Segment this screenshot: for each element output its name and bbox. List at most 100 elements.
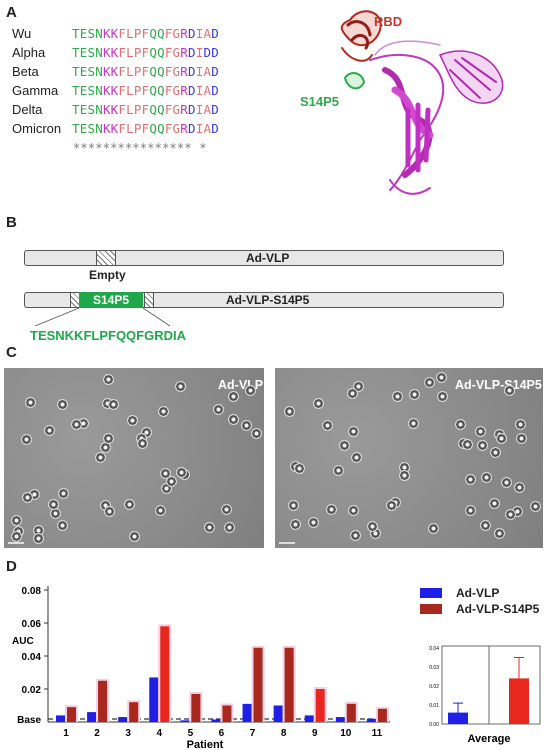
vlp-particle [129,531,140,542]
vlp-particle [103,374,114,385]
vlp-particle [141,427,152,438]
alignment-row: Delta TESNKKFLPFQQFGRDIAD [12,102,219,120]
vlp-particle [322,420,333,431]
bar-ad-vlp-patient-2 [87,712,97,722]
vlp-particle [367,521,378,532]
variant-name: Gamma [12,83,59,98]
average-auc-chart: 0.04 0.03 0.02 0.01 0.00 Average [429,645,541,745]
vlp-particle [353,381,364,392]
variant-name: Omicron [12,121,62,136]
s14p5-insert-block: S14P5 [79,292,143,308]
alignment-row: Beta TESNKKFLPFQQFGRDIAD [12,64,219,82]
x-tick-label: 11 [372,728,383,739]
vlp-particle [288,500,299,511]
bar-ad-vlp-s14p5-patient-8 [284,647,294,722]
bar-ad-vlp-s14p5-patient-11 [377,708,387,722]
vlp-particle [284,406,295,417]
scale-bar [279,542,295,544]
vlp-particle [108,399,119,410]
variant-name: Beta [12,64,39,79]
em-image-ad-vlp: Ad-VLP [4,368,264,548]
variant-sequence: TESNKKFLPFQQFGRDIAD [72,64,219,79]
bar-ad-vlp-patient-3 [118,717,128,722]
vlp-particle [409,389,420,400]
x-tick-label: 8 [281,728,287,739]
vlp-particle [351,452,362,463]
vlp-particle [465,474,476,485]
vlp-particle [408,418,419,429]
bar-ad-vlp-s14p5-patient-2 [98,680,108,722]
vlp-particle [58,488,69,499]
y-tick-label: 0.06 [22,619,42,630]
vlp-particle [100,500,111,511]
empty-label: Empty [89,268,126,282]
patient-auc-chart: 0.08 0.06 0.04 0.02 Base AUC 1 2 3 4 5 6 7 8 9 10 11 Pati… [12,586,390,750]
vlp-particle [350,530,361,541]
x-tick-label: 1 [63,728,69,739]
x-tick-label: 7 [250,728,256,739]
bar-ad-vlp-s14p5-patient-7 [253,647,263,722]
bar-ad-vlp-patient-5 [180,720,190,722]
bar-ad-vlp-s14p5-patient-6 [222,705,232,722]
vlp-particle [494,528,505,539]
vlp-particle [490,447,501,458]
empty-insert-site [96,250,116,266]
vlp-particle [348,426,359,437]
vlp-particle [204,522,215,533]
vlp-particle [124,499,135,510]
vlp-particle [428,523,439,534]
variant-name: Alpha [12,45,46,60]
ad-vlp-construct-bar [24,250,504,266]
alignment-row: Wu TESNKKFLPFQQFGRDIAD [12,26,219,44]
x-tick-label: 9 [312,728,318,739]
inset-y-tick-label: 0.03 [429,665,439,671]
ad-vlp-construct-label: Ad-VLP [246,251,290,265]
bar-ad-vlp-s14p5-patient-5 [191,693,201,722]
vlp-particle [496,433,507,444]
vlp-particle [95,452,106,463]
vlp-particle [290,519,301,530]
bar-ad-vlp-s14p5-patient-10 [346,703,356,722]
vlp-particle [228,391,239,402]
vlp-particle [166,476,177,487]
bar-ad-vlp-s14p5-patient-1 [67,707,76,722]
vlp-particle [160,468,171,479]
vlp-particle [294,463,305,474]
bar-ad-vlp-patient-1 [56,715,65,722]
vlp-particle [333,465,344,476]
vlp-particle [399,462,410,473]
peptide-sequence: TESNKKFLPFQQFGRDIA [30,328,186,343]
y-tick-label: 0.04 [22,652,42,663]
y-tick-label: 0.08 [22,586,42,597]
variant-sequence: TESNKKFLPFQQFGRDIAD [72,83,219,98]
legend-label-ad-vlp-s14p5: Ad-VLP-S14P5 [456,602,540,616]
vlp-particle [477,440,488,451]
vlp-particle [437,391,448,402]
vlp-particle [339,440,350,451]
inset-y-tick-label: 0.04 [429,646,439,652]
vlp-particle [308,517,319,528]
inset-frame [441,645,541,725]
vlp-particle [481,472,492,483]
vlp-particle [245,385,256,396]
vlp-particle [347,388,358,399]
vlp-particle [78,418,89,429]
vlp-particle [102,398,113,409]
vlp-particle [465,505,476,516]
vlp-particle [175,381,186,392]
vlp-particle [251,428,262,439]
bar-ad-vlp-patient-7 [242,703,252,722]
vlp-particle [57,399,68,410]
y-tick-label: 0.02 [22,685,42,696]
em-image-ad-vlp-s14p5: Ad-VLP-S14P5 [275,368,543,548]
vlp-particle [386,500,397,511]
vlp-particle [515,419,526,430]
vlp-particle [480,520,491,531]
vlp-particle [100,442,111,453]
vlp-particle [57,520,68,531]
x-tick-label: 4 [156,728,162,739]
vlp-particle [424,377,435,388]
x-axis-label: Patient [187,739,224,750]
vlp-particle [462,439,473,450]
variant-sequence: TESNKKFLPFQQFGRDIAD [72,102,219,117]
